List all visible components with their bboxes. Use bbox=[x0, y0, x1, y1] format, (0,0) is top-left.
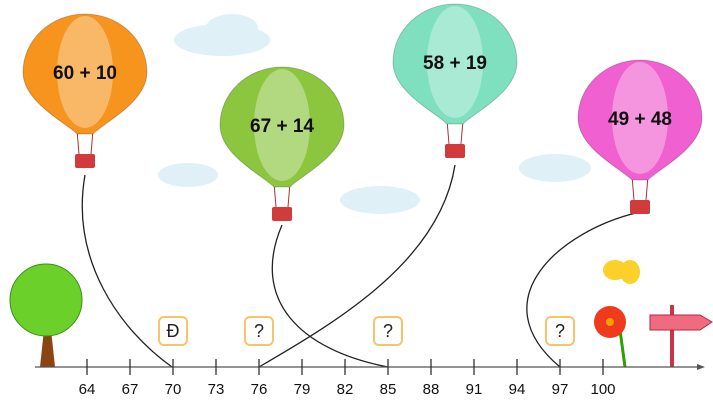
basket bbox=[445, 144, 465, 158]
cloud bbox=[519, 154, 591, 182]
basket bbox=[630, 200, 650, 214]
answer-box[interactable]: ? bbox=[545, 316, 575, 346]
balloon: 58 + 19 bbox=[392, 3, 518, 158]
balloon-expression: 58 + 19 bbox=[423, 53, 487, 74]
tick-label: 64 bbox=[79, 381, 96, 398]
string-orange bbox=[81, 174, 173, 368]
string-green bbox=[271, 224, 389, 368]
cloud bbox=[158, 163, 218, 187]
balloon: 49 + 48 bbox=[577, 59, 703, 214]
tick-label: 76 bbox=[251, 381, 268, 398]
string-teal bbox=[258, 164, 456, 368]
balloon: 67 + 14 bbox=[219, 66, 345, 221]
tick-label: 67 bbox=[122, 381, 139, 398]
tick-label: 97 bbox=[552, 381, 569, 398]
tick-label: 88 bbox=[423, 381, 440, 398]
answer-box[interactable]: ? bbox=[244, 316, 274, 346]
axis-arrow-icon bbox=[697, 364, 705, 370]
basket bbox=[272, 207, 292, 221]
tick-label: 79 bbox=[294, 381, 311, 398]
signpost bbox=[649, 305, 713, 367]
balloon: 60 + 10 bbox=[22, 13, 148, 168]
cloud bbox=[340, 186, 420, 214]
tick-label: 73 bbox=[208, 381, 225, 398]
flower bbox=[594, 306, 627, 368]
clouds bbox=[158, 14, 591, 214]
answer-box[interactable]: ? bbox=[373, 316, 403, 346]
tick-label: 85 bbox=[380, 381, 397, 398]
tick-label: 91 bbox=[466, 381, 483, 398]
basket bbox=[75, 154, 95, 168]
balloon-expression: 49 + 48 bbox=[608, 109, 672, 130]
tick-label: 70 bbox=[165, 381, 182, 398]
butterfly bbox=[603, 260, 640, 284]
string-pink bbox=[526, 211, 641, 368]
tree bbox=[9, 263, 83, 367]
answer-box[interactable]: Đ bbox=[158, 316, 188, 346]
balloon-expression: 60 + 10 bbox=[53, 63, 117, 84]
strings bbox=[81, 164, 641, 368]
tick-label: 100 bbox=[590, 381, 615, 398]
tick-label: 82 bbox=[337, 381, 354, 398]
balloon-expression: 67 + 14 bbox=[250, 116, 314, 137]
tick-label: 94 bbox=[509, 381, 526, 398]
